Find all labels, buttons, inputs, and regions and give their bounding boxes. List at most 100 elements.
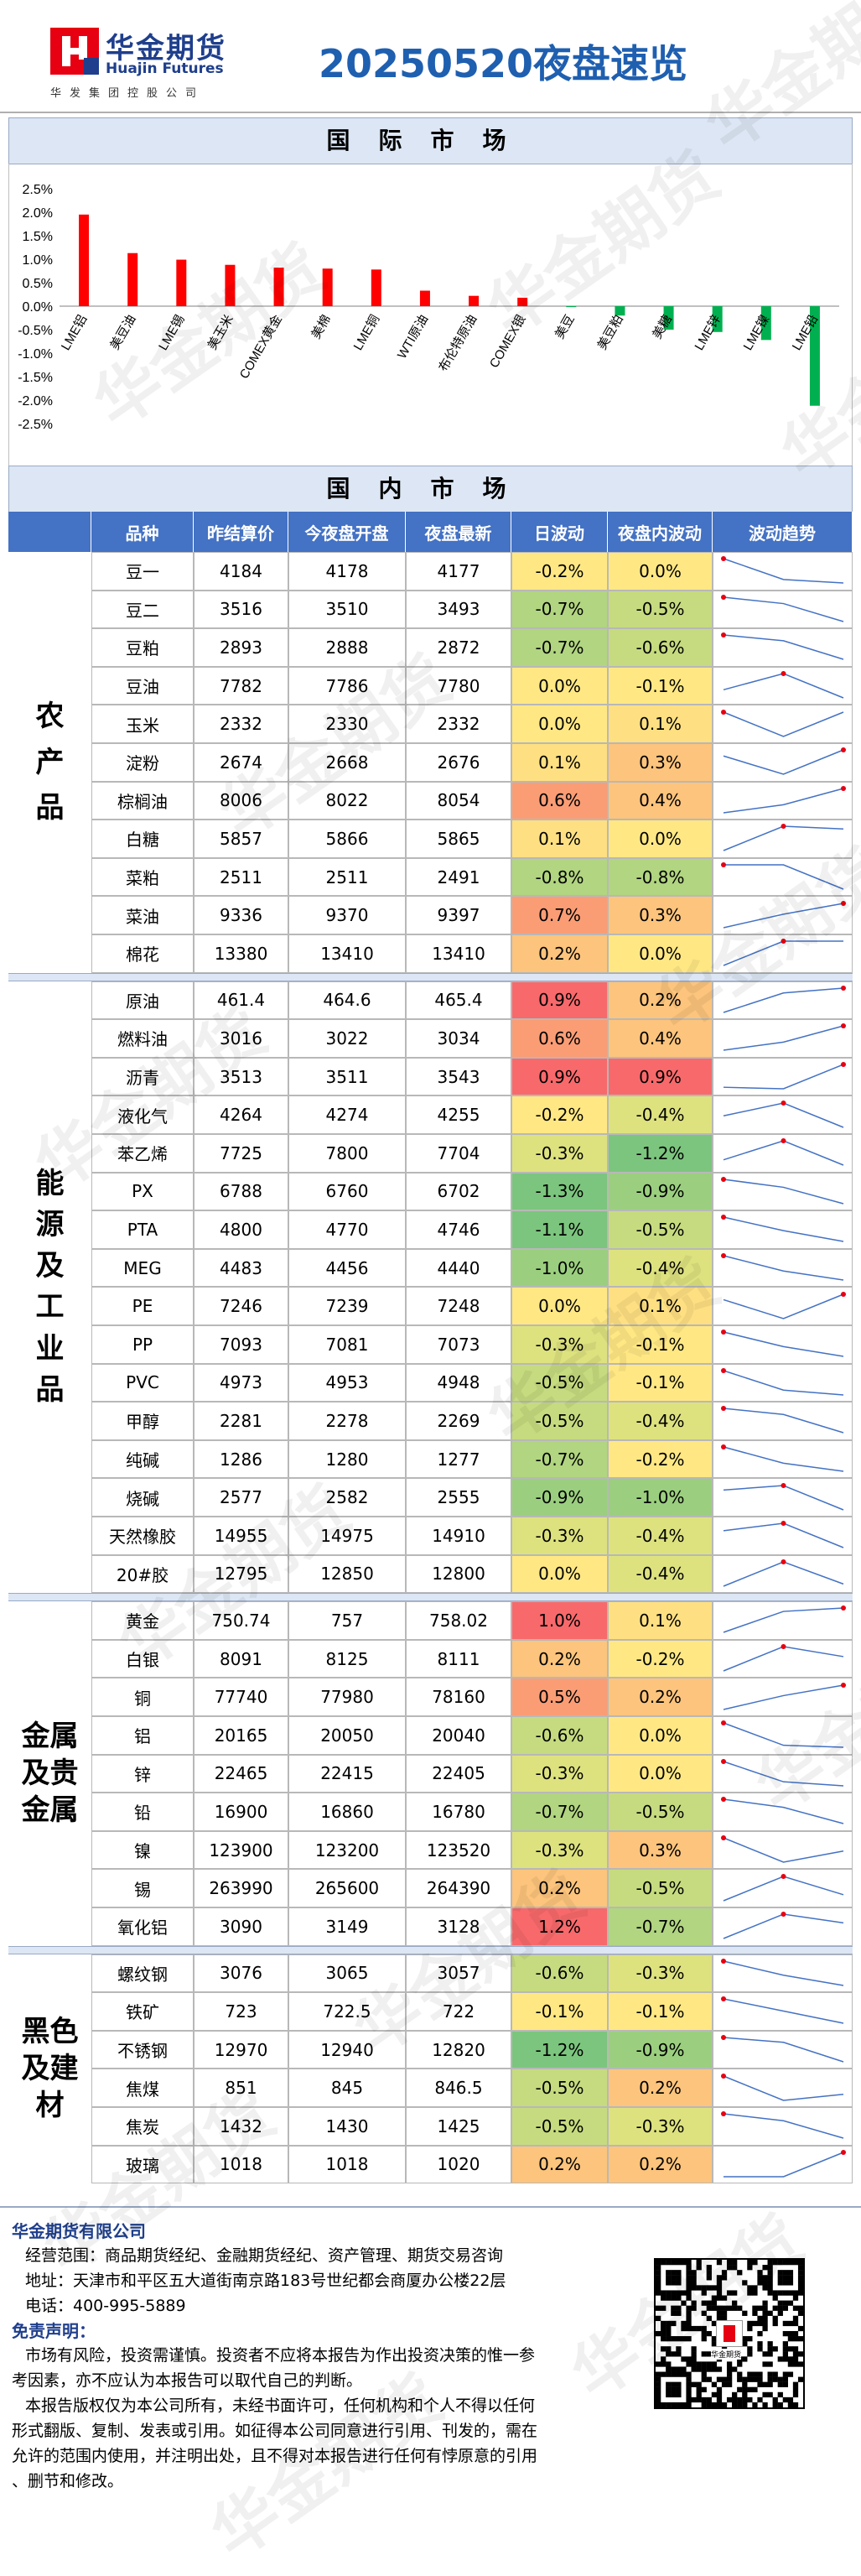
category-label: 美玉米 bbox=[205, 313, 236, 352]
night-open-price: 4178 bbox=[288, 552, 406, 591]
sparkline-svg bbox=[723, 1482, 844, 1511]
prev-settle-price: 8006 bbox=[194, 781, 288, 820]
sparkline-line bbox=[723, 1837, 844, 1863]
night-open-price: 16860 bbox=[288, 1793, 406, 1831]
commodity-name: PE bbox=[91, 1287, 194, 1325]
night-open-price: 3022 bbox=[288, 1019, 406, 1058]
group-separator bbox=[8, 1945, 853, 1954]
sparkline-high-point bbox=[841, 1291, 846, 1297]
sparkline-svg bbox=[721, 1253, 844, 1281]
daily-change: -0.7% bbox=[511, 628, 608, 667]
night-open-price: 123200 bbox=[288, 1830, 406, 1870]
night-change: 0.1% bbox=[608, 1287, 713, 1325]
group-label: 农产品 bbox=[8, 552, 91, 973]
sparkline-line bbox=[723, 1255, 844, 1281]
prev-settle-price: 2281 bbox=[194, 1402, 288, 1440]
daily-change: 0.2% bbox=[511, 934, 608, 973]
daily-change: -0.6% bbox=[511, 1954, 608, 1993]
trend-sparkline bbox=[713, 1907, 853, 1946]
daily-change: -0.2% bbox=[511, 552, 608, 591]
daily-change: -0.3% bbox=[511, 1754, 608, 1793]
night-change: 0.0% bbox=[608, 934, 713, 973]
night-open-price: 7786 bbox=[288, 666, 406, 705]
prev-settle-price: 9336 bbox=[194, 896, 288, 934]
category-label: COMEX黄金 bbox=[237, 313, 285, 382]
column-header: 今夜盘开盘 bbox=[288, 512, 406, 552]
sparkline-high-point bbox=[781, 939, 786, 945]
sparkline-high-point bbox=[781, 1138, 786, 1144]
qr-center-label: 华金期货 bbox=[711, 2349, 742, 2360]
commodity-name: MEG bbox=[91, 1248, 194, 1288]
commodity-name: 20#胶 bbox=[91, 1554, 194, 1594]
sparkline-svg bbox=[723, 1873, 844, 1902]
bar-美棉 bbox=[322, 268, 333, 306]
night-latest-price: 846.5 bbox=[406, 2069, 511, 2107]
prev-settle-price: 13380 bbox=[194, 934, 288, 973]
domestic-market-heading: 国内市场 bbox=[8, 466, 853, 513]
sparkline-high-point bbox=[721, 862, 726, 868]
commodity-name: 菜油 bbox=[91, 896, 194, 934]
column-header: 昨结算价 bbox=[194, 512, 288, 552]
sparkline-line bbox=[723, 987, 844, 1013]
commodity-name: 豆二 bbox=[91, 590, 194, 629]
prev-settle-price: 3076 bbox=[194, 1954, 288, 1993]
commodity-name: 天然橡胶 bbox=[91, 1517, 194, 1555]
sparkline-svg bbox=[723, 1023, 846, 1052]
night-open-price: 13410 bbox=[288, 934, 406, 973]
night-open-price: 14975 bbox=[288, 1517, 406, 1555]
disclaimer-title: 免责声明： bbox=[12, 2321, 96, 2341]
sparkline-line bbox=[723, 1722, 844, 1749]
night-latest-price: 22405 bbox=[406, 1754, 511, 1793]
sparkline-line bbox=[723, 1913, 844, 1939]
sparkline-svg bbox=[723, 747, 846, 776]
y-tick-label: 1.5% bbox=[23, 230, 53, 244]
bar-WTI原油 bbox=[419, 290, 430, 306]
group-separator bbox=[8, 972, 853, 981]
page-title: 20250520夜盘速览 bbox=[319, 41, 688, 86]
sparkline-line bbox=[723, 1960, 844, 1986]
sparkline-line bbox=[723, 1646, 844, 1672]
bar-COMEX黄金 bbox=[273, 268, 284, 306]
night-change: 0.1% bbox=[608, 705, 713, 743]
night-open-price: 3065 bbox=[288, 1954, 406, 1993]
trend-sparkline bbox=[713, 666, 853, 705]
sparkline-high-point bbox=[841, 2149, 846, 2155]
bar-美糖 bbox=[663, 306, 674, 330]
night-change: -0.1% bbox=[608, 666, 713, 705]
night-latest-price: 758.02 bbox=[406, 1601, 511, 1640]
night-open-price: 464.6 bbox=[288, 981, 406, 1020]
sparkline-high-point bbox=[781, 1644, 786, 1650]
commodity-name: 菜粕 bbox=[91, 857, 194, 897]
night-change: -0.3% bbox=[608, 1954, 713, 1993]
sparkline-svg bbox=[721, 594, 844, 622]
sparkline-line bbox=[723, 596, 844, 622]
commodity-name: PX bbox=[91, 1172, 194, 1211]
sparkline-high-point bbox=[721, 632, 726, 638]
night-latest-price: 264390 bbox=[406, 1869, 511, 1907]
commodity-name: 白糖 bbox=[91, 820, 194, 858]
qr-code-icon: 华金期货 bbox=[654, 2258, 805, 2409]
sparkline-svg bbox=[721, 1720, 844, 1749]
night-change: 0.2% bbox=[608, 1678, 713, 1716]
night-change: -0.4% bbox=[608, 1248, 713, 1288]
commodity-name: 玻璃 bbox=[91, 2145, 194, 2184]
commodity-name: PP bbox=[91, 1325, 194, 1364]
prev-settle-price: 7725 bbox=[194, 1134, 288, 1173]
sparkline-svg bbox=[721, 1215, 844, 1243]
commodity-name: 螺纹钢 bbox=[91, 1954, 194, 1993]
prev-settle-price: 851 bbox=[194, 2069, 288, 2107]
night-change: 0.0% bbox=[608, 552, 713, 591]
commodity-name: 豆粕 bbox=[91, 628, 194, 667]
trend-sparkline bbox=[713, 1210, 853, 1249]
sparkline-line bbox=[724, 2152, 844, 2178]
sparkline-svg bbox=[721, 709, 844, 737]
sparkline-high-point bbox=[841, 900, 846, 906]
night-latest-price: 6702 bbox=[406, 1172, 511, 1211]
prev-settle-price: 4264 bbox=[194, 1095, 288, 1134]
y-tick-label: -1.0% bbox=[18, 347, 53, 362]
night-change: 0.0% bbox=[608, 1754, 713, 1793]
commodity-name: PTA bbox=[91, 1210, 194, 1249]
night-latest-price: 4255 bbox=[406, 1095, 511, 1134]
prev-settle-price: 8091 bbox=[194, 1639, 288, 1678]
sparkline-line bbox=[723, 710, 844, 737]
